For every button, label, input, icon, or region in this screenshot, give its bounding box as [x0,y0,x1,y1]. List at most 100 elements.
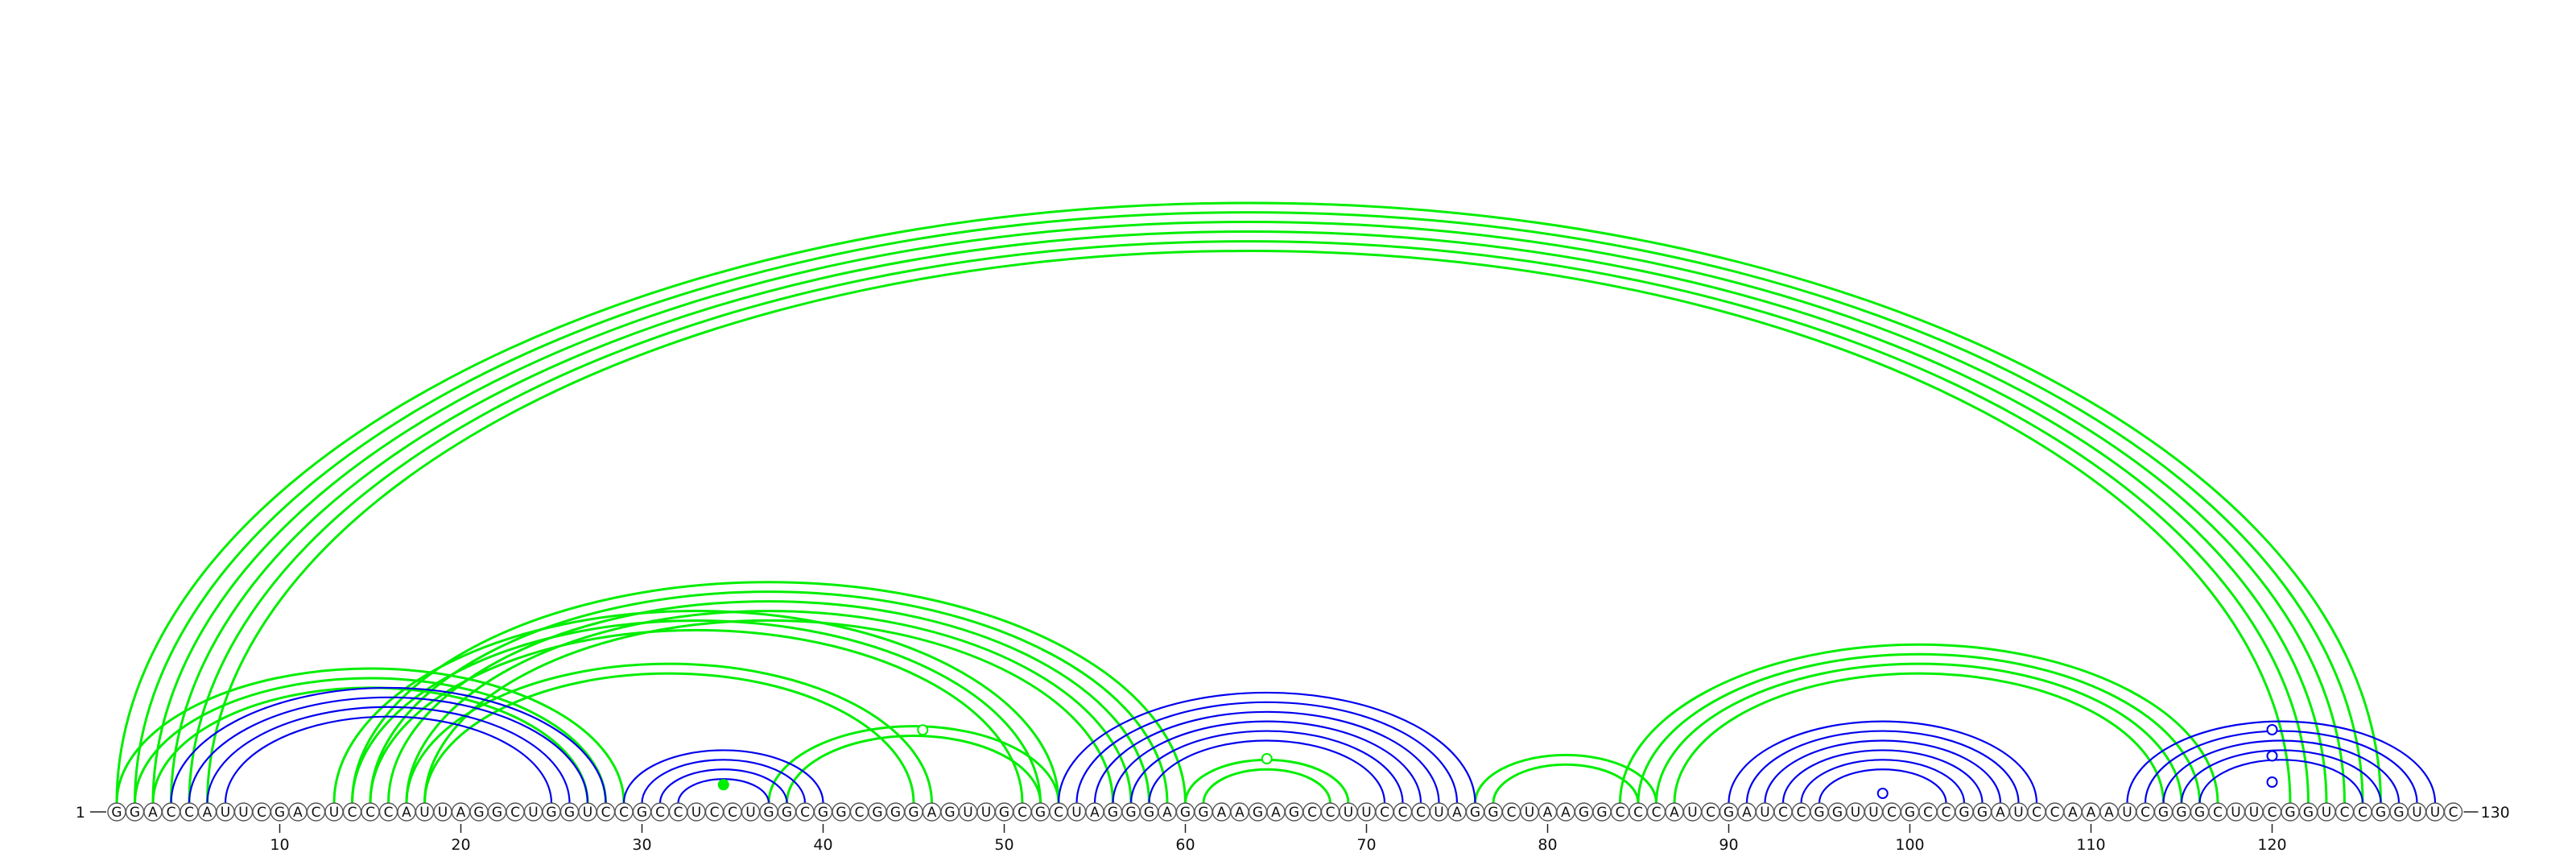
nucleotide: U [1682,802,1703,822]
nucleotide-letter: A [1561,805,1571,821]
nucleotide-letter: C [384,805,394,821]
pair-marker [1261,753,1273,764]
nucleotide: G [1121,802,1141,822]
pair-marker [917,724,929,736]
nucleotide: U [578,802,597,822]
nucleotide: G [886,802,906,822]
nucleotide-letter: C [2050,805,2060,821]
nucleotide-letter: C [2358,805,2368,821]
nucleotide-letter: U [2249,805,2259,821]
nucleotide-letter: G [890,805,901,821]
nucleotide-letter: C [257,805,266,821]
nucleotide-letter: G [111,805,122,821]
nucleotide: A [1991,802,2010,822]
nucleotide: C [1393,802,1413,822]
blue-arc [1764,739,2002,804]
nucleotide-letter: C [1398,805,1408,821]
nucleotide: A [1230,802,1249,822]
nucleotide: G [1465,802,1485,822]
nucleotide: C [723,802,742,822]
nucleotide-letter: G [1198,805,1208,821]
nucleotide-letter: G [1144,805,1154,821]
nucleotide: G [632,802,652,822]
nucleotide-letter: C [800,805,810,821]
green-arc [134,677,607,804]
nucleotide-circle [2443,802,2463,822]
nucleotide: U [1864,802,1884,822]
nucleotide: C [650,802,670,822]
nucleotide: A [1447,802,1467,822]
green-arc [405,610,1133,804]
nucleotide: C [1882,802,1901,822]
nucleotide-letter: C [510,805,520,821]
green-arc [170,230,2328,804]
nucleotide: A [288,802,308,822]
nucleotide: G [1810,802,1829,822]
nucleotide: U [233,802,254,822]
nucleotide-letter: A [1162,805,1172,821]
nucleotide-letter: C [167,805,176,821]
nucleotide: U [1356,802,1377,822]
nucleotide: G [1955,802,1974,822]
nucleotide-letter: C [312,805,321,821]
nucleotide-letter: G [637,805,647,821]
nucleotide-letter: G [1832,805,1843,821]
nucleotide-letter: C [1326,805,1335,821]
nucleotide: G [1827,802,1847,822]
green-arc [423,672,915,804]
nucleotide-letter: G [1905,805,1915,821]
nucleotide-letter: A [1235,805,1245,821]
nucleotide-letter: U [691,805,701,821]
nucleotide-letter: C [1652,805,1662,821]
nucleotide-letter: G [492,805,502,821]
nucleotide-letter: C [2213,805,2223,821]
nucleotide-letter: G [818,805,828,821]
nucleotide: C [1320,802,1340,822]
nucleotide: U [741,802,761,822]
tick-label: 100 [1895,836,1924,854]
green-arc [786,735,1042,804]
tick-label: 110 [2076,836,2105,854]
nucleotide-letter: A [1271,805,1281,821]
nucleotide-letter: U [1434,805,1443,821]
nucleotide: U [1520,802,1539,822]
nucleotide-letter: A [1452,805,1462,821]
nucleotide-letter: C [1942,805,1951,821]
nucleotide: A [1266,802,1286,822]
nucleotide: U [2117,802,2137,822]
nucleotide-letter: U [238,805,248,821]
nucleotide-letter: C [1797,805,1806,821]
nucleotide: G [542,802,561,822]
nucleotide-letter: U [1525,805,1534,821]
nucleotide-letter: G [999,805,1009,821]
nucleotide-letter: U [438,805,448,821]
nucleotide-letter: U [981,805,991,821]
nucleotide-letter: G [1977,805,1988,821]
nucleotide: U [1067,802,1087,822]
pair-marker [2266,724,2278,735]
green-arc [387,600,1150,804]
nucleotide-letter: A [2068,805,2078,821]
nucleotide: C [1302,802,1322,822]
green-arc [1184,758,1350,804]
nucleotide: G [1103,802,1123,822]
nucleotide-letter: G [1959,805,1969,821]
nucleotide: C [1049,802,1068,822]
nucleotide: U [324,802,344,822]
nucleotide-letter: C [348,805,357,821]
nucleotide: G [2298,802,2318,822]
tick-label: 120 [2257,836,2286,854]
blue-arc [206,706,571,804]
nucleotide: A [2081,802,2101,822]
nucleotide: G [2389,802,2409,822]
nucleotide-letter: G [763,805,774,821]
nucleotide: C [1791,802,1811,822]
nucleotide-letter: C [1706,805,1715,821]
blue-arc [658,768,788,804]
nucleotide-letter: G [130,805,140,821]
nucleotide: C [2353,802,2372,822]
nucleotide-letter: G [1253,805,1263,821]
nucleotide-letter: U [2430,805,2440,821]
nucleotide-letter: G [782,805,792,821]
nucleotide: G [487,802,507,822]
